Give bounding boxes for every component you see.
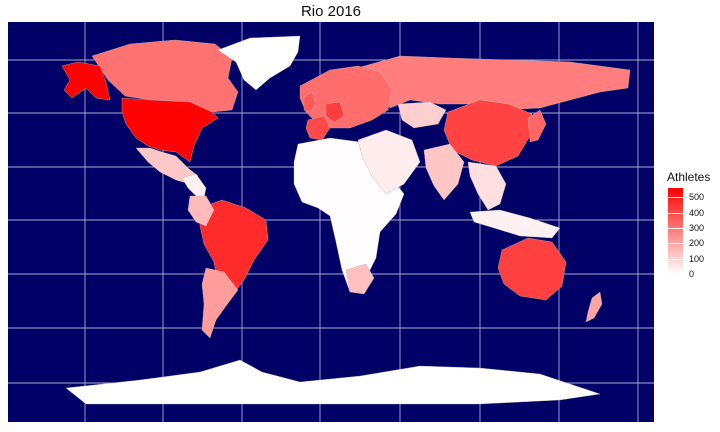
region-india	[423, 143, 465, 201]
legend-tick-mark-0	[668, 274, 683, 275]
region-usa	[121, 97, 219, 163]
region-australia	[497, 237, 567, 301]
legend-tick-label-500: 500	[689, 192, 705, 203]
region-greenland	[217, 35, 301, 91]
region-argentina	[201, 267, 239, 339]
region-new-zealand	[585, 291, 603, 323]
legend-tick-label-0: 0	[689, 269, 695, 279]
legend-tick-mark-300	[668, 227, 683, 229]
region-south-africa	[345, 263, 375, 295]
regions-layer	[61, 35, 631, 405]
map-title: Rio 2016	[300, 3, 362, 20]
legend-tick-mark-400	[668, 212, 683, 214]
legend-tick-label-200: 200	[689, 238, 705, 249]
region-colombia	[187, 195, 215, 227]
region-alaska	[61, 61, 111, 101]
legend-tick-label-300: 300	[689, 222, 705, 233]
legend-tick-mark-200	[668, 243, 683, 245]
region-france	[305, 115, 331, 141]
legend: Athletes 500 400 300 200 100 0	[667, 170, 717, 279]
region-southeast-asia	[467, 161, 507, 211]
region-mexico	[135, 147, 199, 185]
region-indonesia	[469, 209, 561, 239]
legend-tick-mark-100	[668, 258, 683, 260]
region-canada	[91, 39, 239, 113]
region-germany	[325, 101, 345, 123]
legend-tick-label-100: 100	[689, 253, 705, 264]
world-map	[8, 22, 654, 422]
legend-colorbar	[668, 188, 683, 274]
legend-tick-label-400: 400	[689, 207, 705, 218]
legend-tick-mark-500	[668, 197, 683, 199]
region-middle-east	[357, 129, 421, 195]
region-kazakhstan	[397, 101, 447, 129]
region-china	[443, 99, 533, 167]
region-uk	[303, 91, 317, 113]
legend-title: Athletes	[667, 170, 711, 184]
region-antarctica	[65, 359, 601, 405]
region-japan	[527, 109, 547, 143]
